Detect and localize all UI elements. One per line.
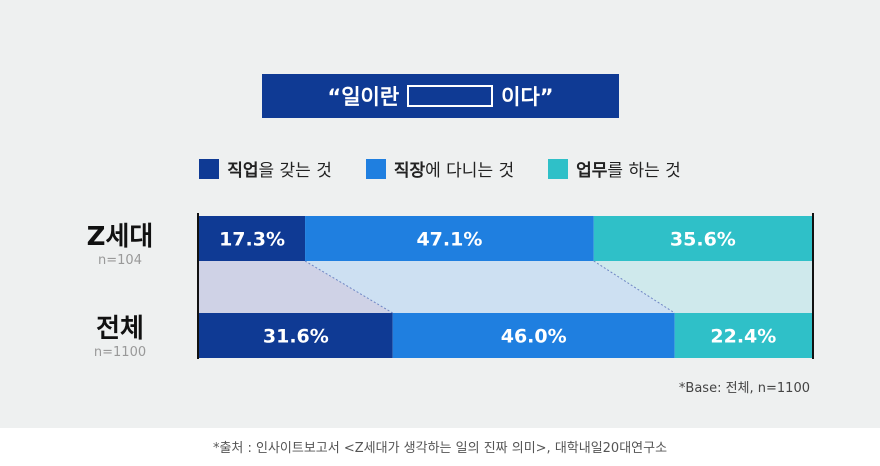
connector-band-2: [593, 261, 812, 313]
legend-label-job: 직업을 갖는 것: [227, 156, 332, 181]
legend-swatch-job: [199, 158, 220, 179]
legend-rest-workplace: 에 다니는 것: [425, 161, 515, 181]
connector-band-1: [305, 261, 675, 313]
connector-band-0: [199, 261, 393, 313]
bar-label-0-1: 47.1%: [416, 229, 482, 251]
bar-segment-1-1: [392, 313, 675, 358]
row-n-gen-z: n=104: [98, 253, 142, 268]
legend-rest-task: 를 하는 것: [607, 161, 681, 181]
source-note: *출처 : 인사이트보고서 <Z세대가 생각하는 일의 진짜 의미>, 대학내일…: [212, 441, 668, 456]
bar-segment-0-0: [199, 216, 306, 261]
legend-label-task: 업무를 하는 것: [576, 156, 681, 181]
legend-swatch-task: [548, 158, 569, 179]
bar-segment-0-1: [305, 216, 594, 261]
row-label-gen-z: Z세대 n=104: [60, 222, 180, 270]
legend: 직업을 갖는 것 직장에 다니는 것 업무를 하는 것: [0, 156, 880, 181]
legend-swatch-workplace: [365, 158, 386, 179]
bar-label-1-2: 22.4%: [710, 326, 776, 348]
title-blank-box: [407, 85, 494, 107]
legend-item-workplace: 직장에 다니는 것: [365, 156, 514, 181]
bar-label-1-0: 31.6%: [263, 326, 329, 348]
legend-bold-workplace: 직장: [393, 161, 426, 181]
legend-bold-task: 업무: [576, 161, 608, 181]
connector-dotted-line-1: [304, 260, 393, 314]
row-title-total: 전체: [96, 314, 144, 344]
legend-item-job: 직업을 갖는 것: [199, 156, 332, 181]
bar-label-0-0: 17.3%: [219, 229, 285, 251]
chart-title-box: “일이란 이다”: [262, 74, 619, 118]
title-prefix: “일이란: [327, 85, 400, 109]
bar-segment-0-2: [593, 216, 812, 261]
bar-label-0-2: 35.6%: [670, 229, 736, 251]
legend-bold-job: 직업: [227, 161, 259, 181]
legend-label-workplace: 직장에 다니는 것: [394, 156, 514, 181]
title-suffix: 이다”: [501, 85, 554, 109]
base-note: *Base: 전체, n=1100: [678, 381, 810, 396]
bar-segment-1-2: [674, 313, 812, 358]
legend-item-task: 업무를 하는 것: [548, 156, 681, 181]
row-label-total: 전체 n=1100: [60, 314, 180, 362]
connector-dotted-line-2: [593, 260, 675, 314]
bar-segment-1-0: [199, 313, 393, 358]
bar-label-1-1: 46.0%: [501, 326, 567, 348]
stacked-bar-chart: 17.3% 47.1% 35.6% 31.6% 46.0% 22.4%: [197, 213, 814, 359]
legend-rest-job: 을 갖는 것: [258, 161, 332, 181]
row-title-gen-z: Z세대: [86, 222, 154, 252]
row-n-total: n=1100: [93, 345, 147, 360]
